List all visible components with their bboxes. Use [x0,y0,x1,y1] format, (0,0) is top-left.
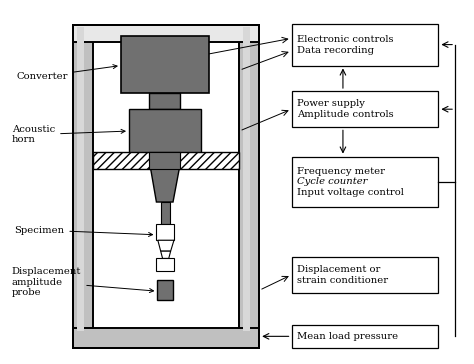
Text: Input voltage control: Input voltage control [297,189,404,197]
Bar [243,27,250,331]
Text: Electronic controls: Electronic controls [297,35,394,44]
Text: Converter: Converter [17,65,117,81]
Bar [149,93,180,109]
Text: strain conditioner: strain conditioner [297,276,388,285]
Bar [93,152,239,169]
Bar [292,24,438,66]
Text: Frequency meter: Frequency meter [297,167,385,175]
Text: Amplitude controls: Amplitude controls [297,110,394,119]
Bar [239,25,259,333]
Text: Mean load pressure: Mean load pressure [297,332,398,341]
Bar [292,325,438,348]
Bar [73,328,259,348]
Bar [292,91,438,127]
Bar [161,202,170,224]
Bar [77,27,84,331]
Text: Data recording: Data recording [297,46,374,55]
Bar [156,258,174,271]
Text: Displacement
amplitude
probe: Displacement amplitude probe [12,267,154,297]
Bar [93,42,239,333]
Text: Power supply: Power supply [297,99,365,108]
Polygon shape [161,251,171,258]
Bar [129,109,201,153]
Bar [292,257,438,293]
Text: Specimen: Specimen [14,226,153,237]
Polygon shape [151,169,179,202]
Bar [121,36,209,93]
Bar [73,25,93,333]
Bar [292,157,438,207]
Polygon shape [158,240,174,251]
Text: Cycle counter: Cycle counter [297,178,367,186]
Text: Displacement or: Displacement or [297,265,381,274]
Bar [157,280,173,300]
Bar [73,25,259,348]
Bar [149,152,180,169]
Bar [73,25,259,42]
Bar [156,224,174,240]
Text: Acoustic
horn: Acoustic horn [12,125,125,145]
Bar [149,152,180,163]
